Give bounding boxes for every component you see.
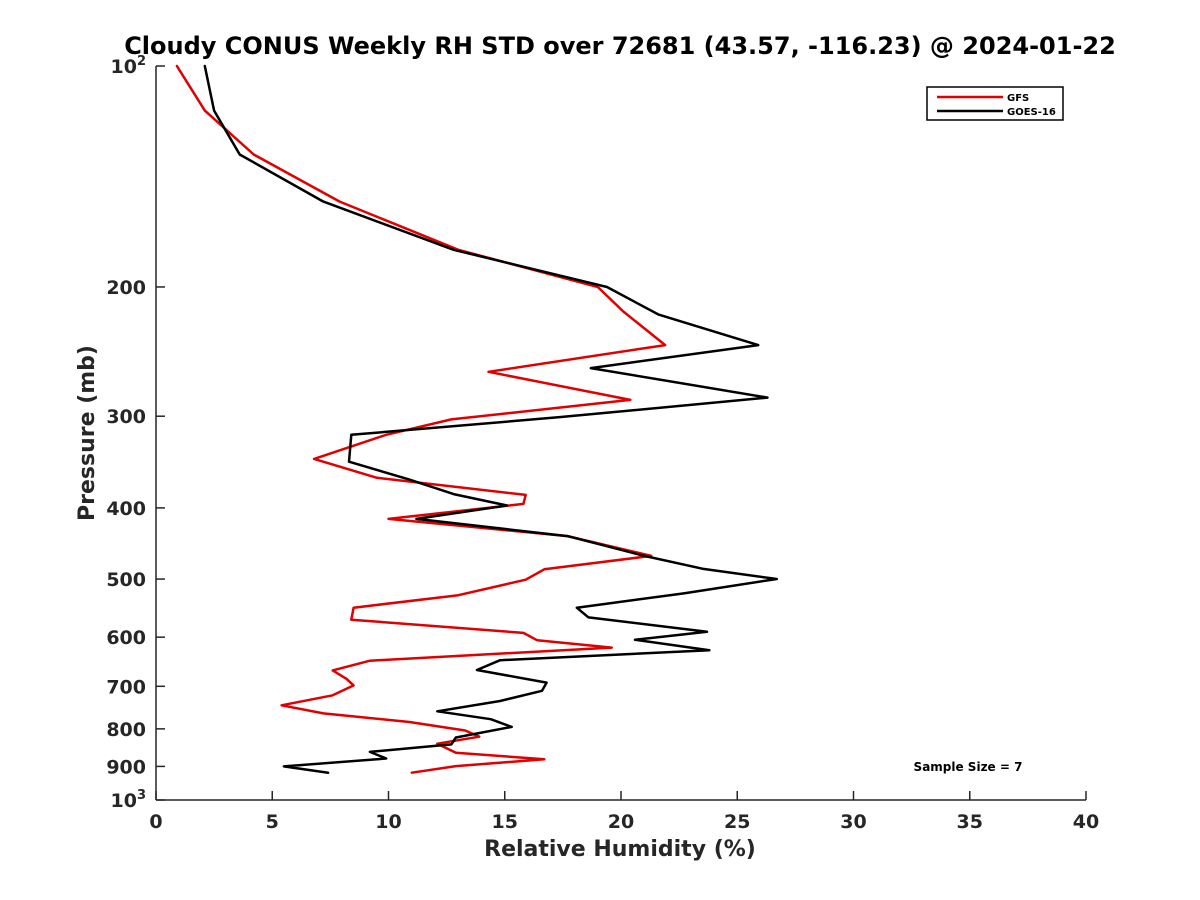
x-tick-label: 10 bbox=[375, 811, 401, 833]
y-tick-label: 600 bbox=[106, 627, 146, 649]
y-tick-label: 700 bbox=[106, 676, 146, 698]
legend-box bbox=[926, 86, 1064, 121]
x-tick-label: 30 bbox=[840, 811, 866, 833]
x-tick-label: 5 bbox=[266, 811, 279, 833]
y-tick-label: 300 bbox=[106, 406, 146, 428]
x-tick-label: 0 bbox=[149, 811, 162, 833]
x-axis: 0 5 10 15 20 25 30 35 40 bbox=[149, 791, 1099, 833]
y-tick-label: 900 bbox=[106, 756, 146, 778]
series-layer bbox=[175, 64, 779, 774]
legend-entry-gfs: GFS bbox=[1007, 93, 1029, 104]
x-tick-label: 40 bbox=[1073, 811, 1099, 833]
x-tick-label: 35 bbox=[957, 811, 983, 833]
x-tick-label: 15 bbox=[492, 811, 518, 833]
legend-entry-goes-16: GOES-16 bbox=[1007, 107, 1056, 118]
x-tick-label: 25 bbox=[724, 811, 750, 833]
sample-size-annotation: Sample Size = 7 bbox=[914, 760, 1023, 774]
y-tick-label: 500 bbox=[106, 569, 146, 591]
y-tick-label: 102 bbox=[111, 54, 147, 78]
y-tick-label: 200 bbox=[106, 277, 146, 299]
chart-title: Cloudy CONUS Weekly RH STD over 72681 (4… bbox=[124, 32, 1116, 60]
y-tick-label: 800 bbox=[106, 719, 146, 741]
y-tick-label: 400 bbox=[106, 498, 146, 520]
series-line-goes-16 bbox=[203, 64, 779, 774]
legend: GFS GOES-16 bbox=[926, 86, 1064, 121]
y-axis: 102 200 300 400 500 600 700 800 900 103 bbox=[106, 54, 165, 812]
x-axis-label: Relative Humidity (%) bbox=[484, 837, 756, 862]
series-line-gfs bbox=[175, 64, 667, 774]
x-tick-label: 20 bbox=[608, 811, 634, 833]
y-axis-label: Pressure (mb) bbox=[75, 345, 100, 521]
y-tick-label: 103 bbox=[111, 788, 147, 812]
